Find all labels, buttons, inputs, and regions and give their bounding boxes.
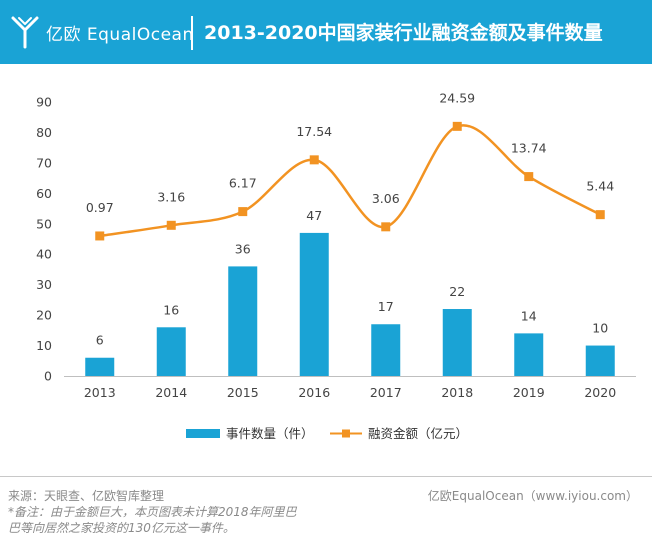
y-tick-label: 30 [36,277,52,292]
legend-bar-swatch [186,429,220,438]
y-tick-label: 50 [36,216,52,231]
bar-labels: 6 16 36 47 17 22 14 10 [96,208,608,348]
line-value-label: 24.59 [439,90,475,105]
x-tick-label: 2015 [227,385,259,400]
bar-value-label: 22 [449,284,465,299]
line-marker [309,155,319,165]
line-marker [452,121,462,131]
bar-series [85,232,615,376]
line-labels: 0.97 3.16 6.17 17.54 3.06 24.59 13.74 5.44 [86,90,614,215]
bar [228,266,258,376]
footer-note: *备注：由于金额巨大，本页图表未计算2018年阿里巴巴等向居然之家投资的130亿… [8,505,297,535]
x-tick-label: 2013 [84,385,116,400]
y-tick-label: 10 [36,338,52,353]
bar-value-label: 16 [163,302,179,317]
bar [299,232,329,376]
footer-divider [0,476,652,477]
line-marker [238,207,248,217]
bar [442,309,472,376]
line-marker [95,231,105,241]
x-tick-label: 2017 [370,385,402,400]
line-marker [381,222,391,232]
legend-line-label: 融资金额（亿元） [368,426,468,441]
y-tick-label: 0 [44,369,52,384]
logo-text: 亿欧 EqualOcean [46,25,194,45]
line-value-label: 3.06 [372,191,400,206]
line-value-label: 3.16 [157,189,185,204]
y-axis: 0 10 20 30 40 50 60 70 80 90 [36,95,52,384]
line-marker [166,220,176,230]
chart-area: 0 10 20 30 40 50 60 70 80 90 2013 2014 2015 2016 2017… [36,90,636,441]
line-value-label: 5.44 [586,179,614,194]
line-value-label: 0.97 [86,200,114,215]
bar-value-label: 17 [378,299,394,314]
footer-source: 来源：天眼查、亿欧智库整理 [8,489,165,503]
bar-value-label: 36 [235,241,251,256]
x-axis: 2013 2014 2015 2016 2017 2018 2019 2020 [64,376,636,400]
bar [156,327,186,376]
bar [514,333,544,376]
x-tick-label: 2019 [513,385,545,400]
footer-brand: 亿欧EqualOcean（www.iyiou.com） [427,489,638,503]
y-tick-label: 40 [36,247,52,262]
line-marker [595,210,605,220]
bar [85,357,115,376]
bar [371,324,401,376]
bar-value-label: 14 [521,308,537,323]
line-series [95,121,605,241]
bar-value-label: 6 [96,333,104,348]
bar-value-label: 10 [592,321,608,336]
line-path [99,124,601,238]
line-value-label: 17.54 [296,124,332,139]
x-tick-label: 2020 [584,385,616,400]
page-title: 2013-2020中国家装行业融资金额及事件数量 [204,22,603,44]
y-tick-label: 90 [36,95,52,110]
header-banner: 亿欧 EqualOcean 2013-2020中国家装行业融资金额及事件数量 [0,0,652,64]
x-tick-label: 2016 [298,385,330,400]
bar [585,345,615,376]
y-tick-label: 60 [36,186,52,201]
line-value-label: 13.74 [511,141,547,156]
header-divider [191,16,193,50]
equalocean-logo-icon [11,16,39,49]
y-tick-label: 20 [36,308,52,323]
line-marker [524,172,534,182]
y-tick-label: 70 [36,155,52,170]
line-value-label: 6.17 [229,176,257,191]
legend-bar-label: 事件数量（件） [226,426,314,441]
chart-legend: 事件数量（件） 融资金额（亿元） [186,426,468,441]
x-tick-label: 2014 [155,385,187,400]
x-tick-label: 2018 [441,385,473,400]
legend-line-marker [342,429,350,438]
y-tick-label: 80 [36,125,52,140]
bar-value-label: 47 [306,208,322,223]
